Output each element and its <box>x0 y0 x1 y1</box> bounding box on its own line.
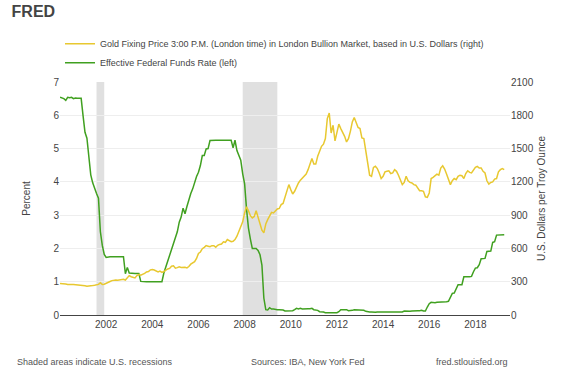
svg-text:1: 1 <box>53 276 59 287</box>
svg-text:1200: 1200 <box>511 176 534 187</box>
svg-text:2006: 2006 <box>187 319 210 330</box>
svg-text:2012: 2012 <box>326 319 349 330</box>
svg-text:3: 3 <box>53 210 59 221</box>
svg-text:5: 5 <box>53 143 59 154</box>
svg-text:900: 900 <box>511 210 528 221</box>
svg-text:600: 600 <box>511 243 528 254</box>
svg-text:2018: 2018 <box>464 319 487 330</box>
svg-text:1500: 1500 <box>511 143 534 154</box>
svg-text:0: 0 <box>511 310 517 321</box>
svg-text:Sources: IBA, New York Fed: Sources: IBA, New York Fed <box>251 357 365 367</box>
svg-text:4: 4 <box>53 176 59 187</box>
svg-text:2: 2 <box>53 243 59 254</box>
svg-text:300: 300 <box>511 276 528 287</box>
svg-text:2004: 2004 <box>141 319 164 330</box>
svg-text:Gold Fixing Price 3:00 P.M. (L: Gold Fixing Price 3:00 P.M. (London time… <box>100 39 484 49</box>
svg-text:2100: 2100 <box>511 77 534 88</box>
svg-text:fred.stlouisfed.org: fred.stlouisfed.org <box>436 357 508 367</box>
svg-text:Percent: Percent <box>21 181 32 216</box>
svg-text:1800: 1800 <box>511 110 534 121</box>
svg-text:U.S. Dollars per Troy Ounce: U.S. Dollars per Troy Ounce <box>536 136 547 261</box>
svg-text:2014: 2014 <box>372 319 395 330</box>
svg-text:FRED: FRED <box>12 3 56 20</box>
svg-text:Effective Federal Funds Rate (: Effective Federal Funds Rate (left) <box>100 58 237 68</box>
svg-text:0: 0 <box>53 310 59 321</box>
svg-text:7: 7 <box>53 77 59 88</box>
svg-text:2008: 2008 <box>233 319 256 330</box>
svg-text:2002: 2002 <box>95 319 118 330</box>
svg-text:2010: 2010 <box>280 319 303 330</box>
svg-text:6: 6 <box>53 110 59 121</box>
svg-text:Shaded areas indicate U.S. rec: Shaded areas indicate U.S. recessions <box>17 357 173 367</box>
svg-text:2016: 2016 <box>418 319 441 330</box>
